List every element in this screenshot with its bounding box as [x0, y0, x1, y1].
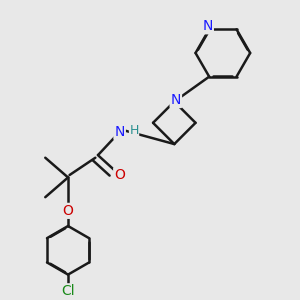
Text: Cl: Cl — [61, 284, 75, 298]
Text: N: N — [202, 19, 213, 33]
Text: N: N — [171, 93, 181, 107]
Text: N: N — [115, 125, 125, 139]
Text: O: O — [114, 168, 125, 182]
Text: O: O — [63, 204, 74, 218]
Text: H: H — [129, 124, 139, 136]
